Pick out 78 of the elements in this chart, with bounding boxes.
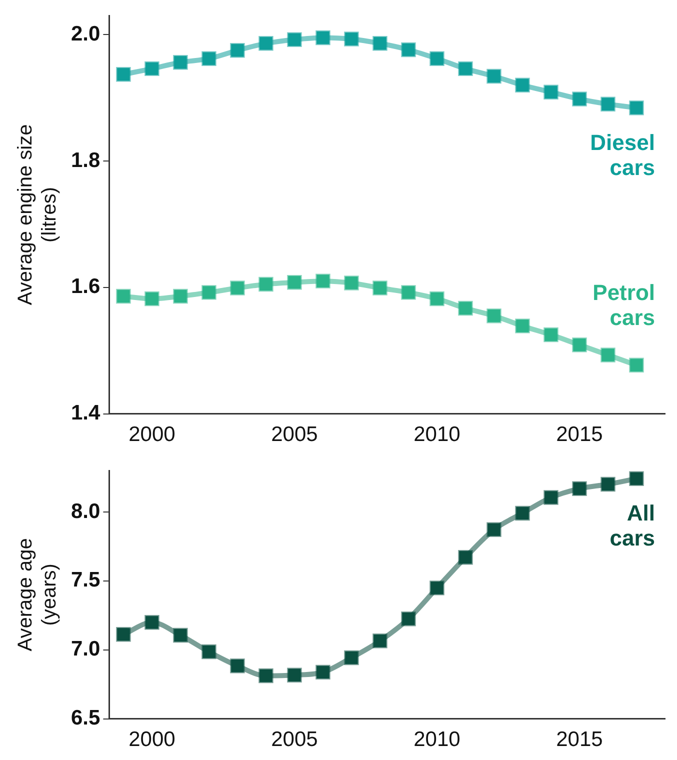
point <box>344 32 359 46</box>
point <box>572 338 587 352</box>
point <box>372 280 388 296</box>
x-tick-label: 2000 <box>128 728 176 752</box>
point <box>344 276 359 290</box>
point <box>144 291 160 306</box>
point <box>230 658 245 674</box>
point <box>372 36 388 51</box>
point <box>600 96 616 112</box>
y-tick-label: 6.5 <box>70 706 101 730</box>
point <box>144 61 160 76</box>
x-tick-label: 2015 <box>556 423 603 446</box>
point <box>544 84 558 100</box>
point <box>202 285 216 300</box>
point <box>401 285 416 300</box>
y-tick-label: 1.4 <box>70 402 101 425</box>
y-axis-title: Average engine size (litres) <box>14 124 61 306</box>
point <box>572 481 587 496</box>
point <box>486 68 502 84</box>
point <box>287 668 302 682</box>
x-tick-label: 2015 <box>556 728 603 752</box>
point <box>230 280 245 296</box>
x-tick-label: 2010 <box>414 728 460 752</box>
point <box>515 78 530 92</box>
point <box>372 634 388 648</box>
point <box>116 67 131 82</box>
point <box>515 506 530 521</box>
point <box>173 55 188 70</box>
point <box>600 476 616 492</box>
y-tick-label: 7.5 <box>70 568 101 592</box>
point <box>486 308 502 324</box>
y-tick-label: 1.6 <box>70 275 100 298</box>
point <box>458 61 473 76</box>
point <box>629 100 644 116</box>
point <box>430 580 444 596</box>
point <box>458 300 473 316</box>
x-tick-label: 2005 <box>271 423 318 446</box>
point <box>173 628 188 643</box>
point <box>515 318 530 334</box>
point <box>173 288 188 304</box>
point <box>458 550 473 565</box>
point <box>600 348 616 362</box>
y-axis-title: Average age (years) <box>14 538 61 652</box>
point <box>486 522 502 537</box>
point <box>258 276 274 292</box>
point <box>401 42 416 58</box>
point <box>202 51 216 66</box>
x-tick-label: 2005 <box>271 728 318 752</box>
series-label: All cars <box>610 500 655 551</box>
point <box>116 627 131 642</box>
point <box>629 358 644 372</box>
y-tick-label: 7.0 <box>70 638 100 661</box>
point <box>629 471 644 486</box>
y-tick-label: 8.0 <box>70 500 100 523</box>
point <box>258 668 274 684</box>
point <box>430 291 444 306</box>
series-label: Petrol cars <box>592 280 655 330</box>
point <box>401 611 416 626</box>
point <box>258 36 274 51</box>
y-tick-label: 2.0 <box>70 22 100 46</box>
point <box>144 615 160 630</box>
series-label: Diesel cars <box>590 130 655 180</box>
point <box>430 51 444 66</box>
point <box>287 32 302 47</box>
point <box>116 288 131 304</box>
point <box>572 92 587 106</box>
point <box>544 327 558 342</box>
point <box>230 43 245 58</box>
y-tick-label: 1.8 <box>70 148 101 172</box>
point <box>316 664 330 680</box>
x-tick-label: 2010 <box>414 423 460 446</box>
point <box>544 490 558 505</box>
point <box>344 650 359 666</box>
point <box>287 274 302 290</box>
point <box>202 644 216 660</box>
point <box>316 30 330 46</box>
point <box>316 274 330 288</box>
x-tick-label: 2000 <box>128 423 176 446</box>
